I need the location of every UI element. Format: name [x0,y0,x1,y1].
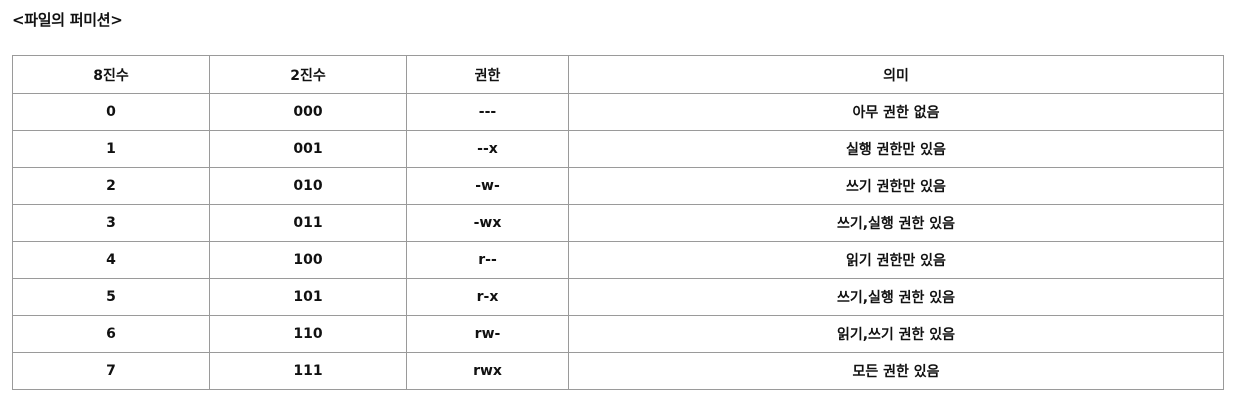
permission-table: 8진수 2진수 권한 의미 0 000 --- 아무 권한 없음 1 001 -… [12,55,1224,390]
cell-permission: rw- [406,315,569,353]
cell-meaning: 쓰기 권한만 있음 [568,167,1224,205]
cell-permission: r-x [406,278,569,316]
cell-binary: 001 [209,130,407,168]
header-octal: 8진수 [12,55,210,94]
table-row: 6 110 rw- 읽기,쓰기 권한 있음 [12,315,1224,353]
cell-octal: 6 [12,315,210,353]
cell-binary: 100 [209,241,407,279]
cell-octal: 7 [12,352,210,390]
cell-octal: 3 [12,204,210,242]
table-header-row: 8진수 2진수 권한 의미 [12,55,1224,94]
cell-permission: -wx [406,204,569,242]
cell-meaning: 읽기,쓰기 권한 있음 [568,315,1224,353]
page-title: <파일의 퍼미션> [12,11,123,29]
header-binary: 2진수 [209,55,407,94]
cell-binary: 010 [209,167,407,205]
cell-meaning: 읽기 권한만 있음 [568,241,1224,279]
header-permission: 권한 [406,55,569,94]
cell-octal: 0 [12,93,210,131]
table-row: 3 011 -wx 쓰기,실행 권한 있음 [12,204,1224,242]
cell-binary: 000 [209,93,407,131]
table-row: 4 100 r-- 읽기 권한만 있음 [12,241,1224,279]
cell-binary: 110 [209,315,407,353]
table-row: 1 001 --x 실행 권한만 있음 [12,130,1224,168]
cell-meaning: 실행 권한만 있음 [568,130,1224,168]
table-row: 7 111 rwx 모든 권한 있음 [12,352,1224,390]
cell-meaning: 쓰기,실행 권한 있음 [568,278,1224,316]
table-row: 0 000 --- 아무 권한 없음 [12,93,1224,131]
cell-meaning: 쓰기,실행 권한 있음 [568,204,1224,242]
cell-binary: 011 [209,204,407,242]
cell-permission: rwx [406,352,569,390]
cell-permission: --- [406,93,569,131]
cell-binary: 101 [209,278,407,316]
cell-permission: r-- [406,241,569,279]
cell-octal: 2 [12,167,210,205]
cell-binary: 111 [209,352,407,390]
cell-meaning: 아무 권한 없음 [568,93,1224,131]
cell-permission: --x [406,130,569,168]
cell-octal: 5 [12,278,210,316]
table-row: 2 010 -w- 쓰기 권한만 있음 [12,167,1224,205]
cell-permission: -w- [406,167,569,205]
cell-octal: 4 [12,241,210,279]
table-row: 5 101 r-x 쓰기,실행 권한 있음 [12,278,1224,316]
cell-meaning: 모든 권한 있음 [568,352,1224,390]
cell-octal: 1 [12,130,210,168]
header-meaning: 의미 [568,55,1224,94]
